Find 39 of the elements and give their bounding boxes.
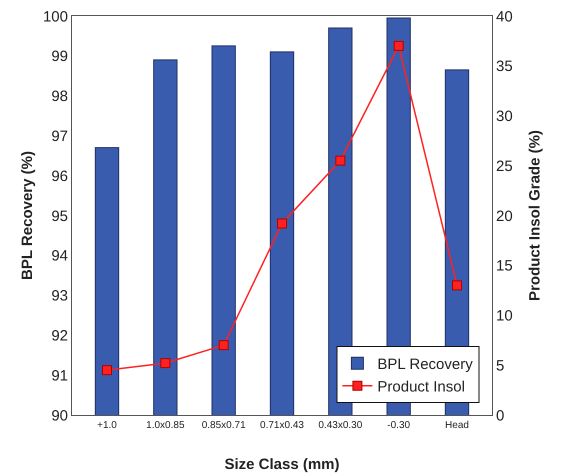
point [394, 40, 404, 51]
y-tick-label: 97 [51, 128, 68, 145]
point [335, 156, 346, 166]
y-tick-label: 100 [42, 8, 68, 26]
y2-tick-label: 20 [496, 208, 513, 225]
y2-tick-label: 40 [496, 8, 513, 26]
y2-tick-label: 10 [496, 308, 513, 324]
y2-tick-label: 30 [496, 108, 513, 125]
point [160, 358, 170, 368]
point [277, 218, 287, 228]
x-tick-label: Head [445, 420, 469, 431]
legend-label: Product Insol [377, 378, 465, 396]
y2-axis-title: Product Insol Grade (%) [526, 130, 544, 301]
y2-tick-label: 25 [496, 158, 513, 175]
y-axis-title: BPL Recovery (%) [19, 151, 36, 280]
y-tick-label: 93 [51, 288, 68, 305]
y-tick-label: 94 [51, 248, 68, 265]
y2-tick-label: 5 [496, 357, 504, 374]
x-tick-label: +1.0 [97, 420, 118, 431]
y-tick-label: 91 [51, 367, 68, 384]
y-tick-label: 90 [51, 407, 68, 424]
y-tick-label: 98 [51, 88, 68, 106]
x-tick-label: -0.30 [387, 420, 411, 431]
y2-tick-label: 35 [496, 58, 513, 76]
x-tick-label: 0.85x0.71 [202, 420, 246, 431]
point [218, 340, 229, 350]
y2-tick-label: 0 [496, 407, 504, 424]
y-tick-label: 95 [51, 208, 68, 225]
x-tick-label: 1.0x0.85 [146, 420, 185, 431]
y-tick-label: 92 [51, 327, 68, 344]
point [102, 365, 112, 376]
y-tick-label: 96 [51, 168, 68, 185]
point [452, 280, 462, 290]
x-tick-label: 0.71x0.43 [260, 420, 304, 431]
y2-tick-label: 15 [496, 258, 513, 275]
x-tick-label: 0.43x0.30 [318, 420, 363, 431]
x-axis-title: Size Class (mm) [224, 456, 340, 473]
y-tick-label: 99 [51, 48, 68, 66]
legend-label: BPL Recovery [377, 356, 474, 374]
